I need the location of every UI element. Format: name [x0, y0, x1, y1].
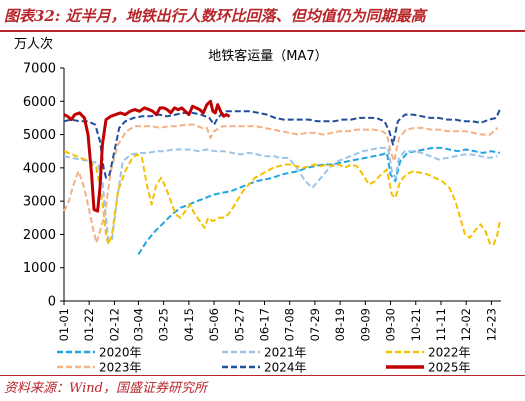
x-tick-label: 12-23 — [484, 308, 498, 341]
y-tick-label: 4000 — [23, 161, 56, 176]
series-layer — [63, 99, 501, 255]
source-note: 资料来源：Wind，国盛证券研究所 — [4, 381, 207, 396]
figure-label: 图表32: — [4, 7, 61, 25]
y-tick-label: 6000 — [23, 95, 56, 110]
series-line-2023 — [63, 123, 499, 244]
x-tick-label: 06-17 — [257, 308, 271, 341]
y-tick-label: 7000 — [23, 62, 56, 77]
x-tick-label: 08-19 — [333, 308, 347, 341]
y-tick-label: 1000 — [23, 261, 56, 276]
x-tick-label: 07-29 — [308, 308, 322, 341]
x-tick-label: 03-25 — [157, 308, 171, 341]
x-tick-label: 03-04 — [131, 308, 145, 341]
x-tick-label: 01-22 — [82, 308, 96, 341]
series-line-2022 — [63, 150, 501, 246]
legend-label: 2023年 — [99, 361, 142, 375]
series-line-2024 — [63, 109, 501, 179]
series-line-2020 — [137, 146, 500, 255]
legend-label: 2024年 — [264, 361, 307, 375]
x-tick-label: 07-08 — [283, 308, 297, 341]
x-tick-label: 09-09 — [358, 308, 372, 341]
figure-text: 近半月，地铁出行人数环比回落、但均值仍为同期最高 — [65, 7, 426, 25]
source-divider — [0, 375, 525, 376]
legend-label: 2025年 — [428, 361, 471, 375]
legend-label: 2022年 — [428, 346, 471, 360]
y-tick-label: 2000 — [23, 228, 56, 243]
figure-title: 图表32: 近半月，地铁出行人数环比回落、但均值仍为同期最高 — [4, 3, 521, 29]
axes: 0 1000 2000 3000 4000 5000 6000 7000 01-01 01-22 0… — [23, 62, 501, 341]
y-tick-label: 0 — [48, 295, 56, 310]
x-tick-label: 01-01 — [57, 308, 71, 341]
y-tick-label: 5000 — [23, 128, 56, 143]
legend: 2020年 2021年 2022年 2023年 2024年 2025年 — [57, 346, 471, 375]
series-line-2021 — [63, 146, 498, 243]
x-tick-label: 04-15 — [182, 308, 196, 341]
y-axis-unit: 万人次 — [14, 36, 53, 52]
legend-label: 2020年 — [99, 346, 142, 360]
series-line-2025 — [63, 99, 231, 213]
legend-label: 2021年 — [264, 346, 307, 360]
y-tick-label: 3000 — [23, 195, 56, 210]
x-tick-label: 11-11 — [434, 308, 448, 341]
x-tick-label: 09-30 — [384, 308, 398, 341]
title-divider — [0, 30, 525, 32]
x-tick-label: 12-02 — [459, 308, 473, 341]
x-tick-label: 05-06 — [207, 308, 221, 341]
x-tick-label: 10-21 — [409, 308, 423, 341]
x-tick-label: 05-27 — [232, 308, 246, 341]
x-tick-label: 02-12 — [107, 308, 121, 341]
chart-title: 地铁客运量（MA7） — [208, 48, 327, 64]
